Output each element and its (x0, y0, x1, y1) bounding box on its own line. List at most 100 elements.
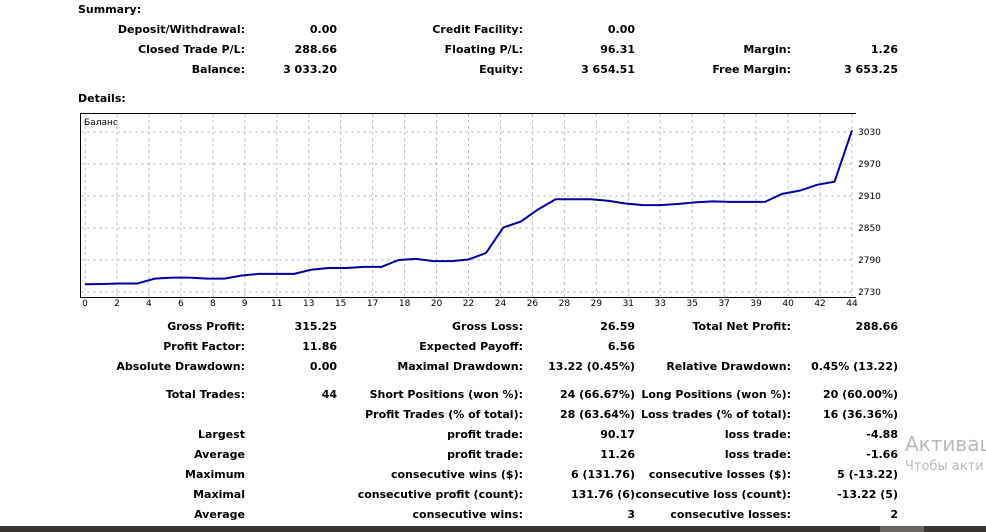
x-tick-label: 37 (718, 299, 729, 309)
details-value: 11.86 (302, 340, 337, 353)
balance-line (84, 129, 853, 286)
x-tick-label: 35 (686, 299, 697, 309)
details-value: 90.17 (600, 428, 635, 441)
x-tick-label: 13 (303, 299, 314, 309)
details-value: 288.66 (855, 320, 898, 333)
x-tick-label: 40 (782, 299, 794, 309)
balance-chart: 0 2 4 6 8 9 11 13 15 17 18 20 22 24 26 28 29 31 33 35 37 39 40… (81, 114, 881, 309)
details-value: 2 (890, 508, 898, 521)
summary-value: 288.66 (294, 43, 337, 56)
details-value: 0.00 (309, 360, 337, 373)
summary-label: Equity: (479, 63, 523, 76)
x-tick-label: 17 (367, 299, 378, 309)
summary-value: 96.31 (600, 43, 635, 56)
details-value: 13.22 (0.45%) (548, 360, 635, 373)
windows-activation-watermark-text: Чтобы акти (905, 459, 984, 474)
x-tick-label: 9 (242, 299, 248, 309)
y-tick-label: 2970 (858, 160, 881, 170)
summary-label: Closed Trade P/L: (138, 43, 245, 56)
details-label: consecutive wins: (412, 508, 523, 521)
summary-label: Deposit/Withdrawal: (117, 23, 245, 36)
details-value: -4.88 (866, 428, 898, 441)
summary-value: 1.26 (870, 43, 898, 56)
details-label: Profit Trades (% of total): (365, 408, 523, 421)
summary-heading: Summary: (78, 3, 142, 16)
x-tick-label: 2 (114, 299, 120, 309)
details-value: 20 (60.00%) (822, 388, 898, 401)
details-label: Relative Drawdown: (666, 360, 791, 373)
summary-label: Free Margin: (712, 63, 791, 76)
details-label: Gross Profit: (167, 320, 245, 333)
taskbar (0, 526, 986, 532)
details-label: Largest (198, 428, 245, 441)
details-label: consecutive losses: (670, 508, 791, 521)
x-tick-label: 29 (591, 299, 603, 309)
y-tick-label: 2910 (858, 192, 881, 202)
summary-value: 3 654.51 (581, 63, 635, 76)
taskbar-item[interactable] (880, 526, 924, 532)
x-tick-label: 33 (655, 299, 666, 309)
summary-label: Credit Facility: (432, 23, 523, 36)
details-value: 131.76 (6) (571, 488, 635, 501)
details-label: Average (194, 448, 245, 461)
details-label: consecutive wins ($): (390, 468, 523, 481)
details-label: Maximum (185, 468, 245, 481)
x-tick-label: 15 (335, 299, 346, 309)
details-label: Absolute Drawdown: (116, 360, 245, 373)
summary-label: Margin: (743, 43, 791, 56)
details-value: 6.56 (607, 340, 635, 353)
details-label: Expected Payoff: (419, 340, 523, 353)
details-value: 3 (627, 508, 635, 521)
details-value: 44 (321, 388, 337, 401)
x-tick-label: 11 (271, 299, 282, 309)
details-value: 26.59 (600, 320, 635, 333)
details-label: consecutive losses ($): (648, 468, 791, 481)
details-label: Maximal Drawdown: (397, 360, 523, 373)
x-tick-label: 4 (146, 299, 152, 309)
summary-value: 3 653.25 (844, 63, 898, 76)
details-label: Maximal (193, 488, 245, 501)
details-value: 16 (36.36%) (822, 408, 898, 421)
details-label: Average (194, 508, 245, 521)
details-label: loss trade: (724, 428, 791, 441)
details-value: 28 (63.64%) (559, 408, 635, 421)
x-tick-label: 18 (399, 299, 411, 309)
details-label: Profit Factor: (163, 340, 245, 353)
x-tick-label: 31 (623, 299, 634, 309)
details-heading: Details: (78, 92, 126, 105)
details-value: 0.45% (13.22) (811, 360, 898, 373)
details-value: -13.22 (5) (837, 488, 898, 501)
x-tick-label: 26 (527, 299, 539, 309)
windows-activation-watermark-title: Активаци (905, 432, 986, 456)
y-tick-label: 3030 (858, 128, 881, 138)
details-label: consecutive profit (count): (357, 488, 523, 501)
x-tick-label: 6 (178, 299, 184, 309)
summary-label: Balance: (191, 63, 245, 76)
details-value: 11.26 (600, 448, 635, 461)
details-label: Short Positions (won %): (369, 388, 523, 401)
balance-chart-frame (80, 113, 856, 298)
details-label: Total Trades: (165, 388, 245, 401)
details-value: -1.66 (866, 448, 898, 461)
summary-value: 0.00 (309, 23, 337, 36)
x-tick-label: 0 (82, 299, 88, 309)
x-tick-label: 39 (750, 299, 762, 309)
details-value: 5 (-13.22) (837, 468, 898, 481)
details-label: Long Positions (won %): (641, 388, 791, 401)
details-value: 315.25 (294, 320, 337, 333)
x-tick-label: 28 (559, 299, 571, 309)
x-tick-label: 44 (846, 299, 858, 309)
details-label: Loss trades (% of total): (640, 408, 791, 421)
x-tick-label: 24 (495, 299, 507, 309)
details-label: Gross Loss: (452, 320, 523, 333)
details-label: loss trade: (724, 448, 791, 461)
summary-value: 0.00 (607, 23, 635, 36)
x-tick-label: 22 (463, 299, 474, 309)
chart-title: Баланс (84, 118, 118, 128)
y-tick-label: 2850 (858, 224, 881, 234)
details-label: profit trade: (447, 428, 523, 441)
y-tick-label: 2730 (858, 288, 881, 298)
x-tick-label: 42 (814, 299, 825, 309)
x-tick-label: 8 (210, 299, 216, 309)
summary-label: Floating P/L: (444, 43, 523, 56)
